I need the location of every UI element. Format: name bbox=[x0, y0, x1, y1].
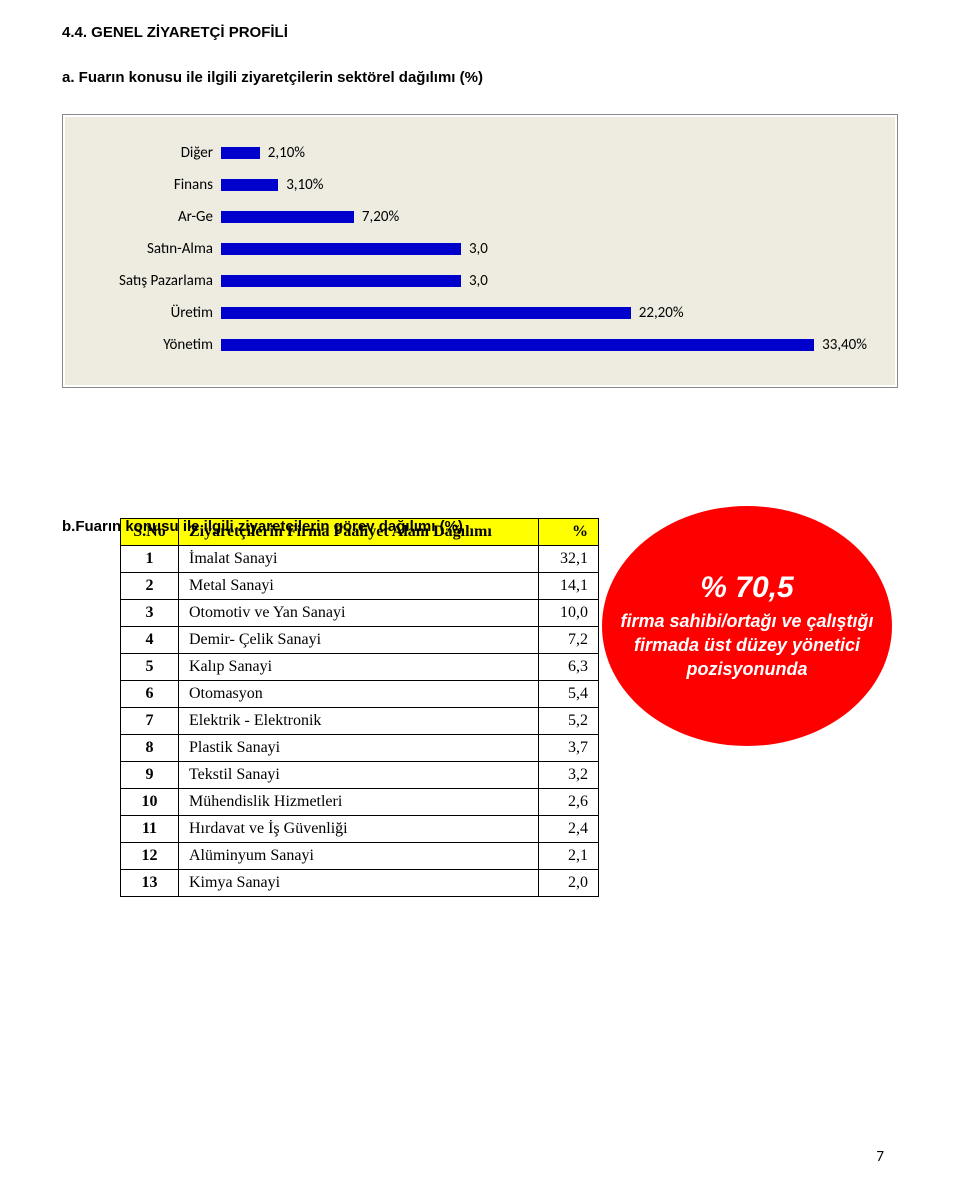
cell-pct: 5,2 bbox=[539, 708, 599, 735]
cell-desc: Kimya Sanayi bbox=[179, 870, 539, 897]
chart-row: Ar-Ge 7,20% bbox=[71, 201, 867, 233]
chart-bar-wrap: 3,10% bbox=[221, 176, 867, 194]
cell-pct: 7,2 bbox=[539, 627, 599, 654]
chart-row: Yönetim 33,40% bbox=[71, 329, 867, 361]
cell-sno: 12 bbox=[121, 843, 179, 870]
table-row: 4Demir- Çelik Sanayi7,2 bbox=[121, 627, 599, 654]
cell-pct: 6,3 bbox=[539, 654, 599, 681]
table-row: 1İmalat Sanayi32,1 bbox=[121, 546, 599, 573]
activity-table: S.No Ziyaretçilerin Firma Faaliyet Alanı… bbox=[120, 518, 599, 897]
cell-sno: 8 bbox=[121, 735, 179, 762]
cell-sno: 10 bbox=[121, 789, 179, 816]
cell-desc: Mühendislik Hizmetleri bbox=[179, 789, 539, 816]
cell-pct: 2,0 bbox=[539, 870, 599, 897]
chart-value-label: 33,40% bbox=[822, 336, 867, 354]
cell-pct: 3,2 bbox=[539, 762, 599, 789]
table-row: 5Kalıp Sanayi6,3 bbox=[121, 654, 599, 681]
cell-desc: Demir- Çelik Sanayi bbox=[179, 627, 539, 654]
chart-bar-wrap: 3,0 bbox=[221, 272, 867, 290]
section-heading: 4.4. GENEL ZİYARETÇİ PROFİLİ bbox=[62, 24, 960, 41]
chart-row: Finans 3,10% bbox=[71, 169, 867, 201]
lower-section: b.Fuarın konusu ile ilgili ziyaretçileri… bbox=[0, 518, 960, 897]
table-row: 6Otomasyon5,4 bbox=[121, 681, 599, 708]
cell-pct: 2,4 bbox=[539, 816, 599, 843]
badge-text: firma sahibi/ortağı ve çalıştığı firmada… bbox=[620, 609, 874, 682]
chart-category-label: Ar-Ge bbox=[71, 208, 221, 226]
cell-pct: 10,0 bbox=[539, 600, 599, 627]
cell-desc: Metal Sanayi bbox=[179, 573, 539, 600]
cell-desc: Otomotiv ve Yan Sanayi bbox=[179, 600, 539, 627]
cell-pct: 2,1 bbox=[539, 843, 599, 870]
cell-pct: 5,4 bbox=[539, 681, 599, 708]
cell-pct: 2,6 bbox=[539, 789, 599, 816]
chart-bar bbox=[221, 179, 278, 191]
chart-value-label: 7,20% bbox=[362, 208, 399, 226]
cell-desc: Tekstil Sanayi bbox=[179, 762, 539, 789]
chart-bar bbox=[221, 211, 354, 223]
cell-pct: 3,7 bbox=[539, 735, 599, 762]
cell-sno: 1 bbox=[121, 546, 179, 573]
cell-desc: Elektrik - Elektronik bbox=[179, 708, 539, 735]
cell-sno: 7 bbox=[121, 708, 179, 735]
cell-pct: 32,1 bbox=[539, 546, 599, 573]
cell-desc: Kalıp Sanayi bbox=[179, 654, 539, 681]
chart-bar bbox=[221, 243, 461, 255]
cell-desc: Hırdavat ve İş Güvenliği bbox=[179, 816, 539, 843]
chart-frame: Diğer 2,10% Finans 3,10% Ar-Ge 7,20% Satın-Alm… bbox=[62, 114, 898, 388]
chart-bar bbox=[221, 147, 260, 159]
table-row: 13Kimya Sanayi2,0 bbox=[121, 870, 599, 897]
chart-row: Diğer 2,10% bbox=[71, 137, 867, 169]
cell-desc: İmalat Sanayi bbox=[179, 546, 539, 573]
table-row: 10Mühendislik Hizmetleri2,6 bbox=[121, 789, 599, 816]
chart-bar bbox=[221, 275, 461, 287]
chart-category-label: Üretim bbox=[71, 304, 221, 322]
chart-row: Satın-Alma 3,0 bbox=[71, 233, 867, 265]
chart-bar bbox=[221, 339, 814, 351]
table-row: 2Metal Sanayi14,1 bbox=[121, 573, 599, 600]
sub-heading-a: a. Fuarın konusu ile ilgili ziyaretçiler… bbox=[62, 69, 960, 86]
cell-sno: 6 bbox=[121, 681, 179, 708]
chart-category-label: Yönetim bbox=[71, 336, 221, 354]
cell-sno: 2 bbox=[121, 573, 179, 600]
chart-bar-wrap: 7,20% bbox=[221, 208, 867, 226]
chart-row: Üretim 22,20% bbox=[71, 297, 867, 329]
chart-bar bbox=[221, 307, 631, 319]
chart-bar-wrap: 2,10% bbox=[221, 144, 867, 162]
cell-sno: 11 bbox=[121, 816, 179, 843]
cell-sno: 13 bbox=[121, 870, 179, 897]
sub-heading-b: b.Fuarın konusu ile ilgili ziyaretçileri… bbox=[62, 518, 463, 535]
cell-pct: 14,1 bbox=[539, 573, 599, 600]
cell-sno: 3 bbox=[121, 600, 179, 627]
page-number: 7 bbox=[876, 1148, 884, 1166]
col-pct: % bbox=[539, 519, 599, 546]
cell-sno: 5 bbox=[121, 654, 179, 681]
cell-sno: 4 bbox=[121, 627, 179, 654]
chart-row: Satış Pazarlama 3,0 bbox=[71, 265, 867, 297]
cell-desc: Plastik Sanayi bbox=[179, 735, 539, 762]
table-row: 8Plastik Sanayi3,7 bbox=[121, 735, 599, 762]
table-row: 11Hırdavat ve İş Güvenliği2,4 bbox=[121, 816, 599, 843]
chart-category-label: Finans bbox=[71, 176, 221, 194]
chart-bar-wrap: 33,40% bbox=[221, 336, 867, 354]
chart-value-label: 3,0 bbox=[469, 272, 488, 290]
badge-percent: % 70,5 bbox=[700, 571, 793, 605]
sector-distribution-chart: Diğer 2,10% Finans 3,10% Ar-Ge 7,20% Satın-Alm… bbox=[65, 117, 895, 385]
chart-category-label: Satın-Alma bbox=[71, 240, 221, 258]
stat-badge: % 70,5 firma sahibi/ortağı ve çalıştığı … bbox=[602, 506, 892, 746]
cell-sno: 9 bbox=[121, 762, 179, 789]
chart-category-label: Satış Pazarlama bbox=[71, 272, 221, 290]
chart-bar-wrap: 3,0 bbox=[221, 240, 867, 258]
table-row: 12Alüminyum Sanayi2,1 bbox=[121, 843, 599, 870]
cell-desc: Otomasyon bbox=[179, 681, 539, 708]
chart-value-label: 3,0 bbox=[469, 240, 488, 258]
table-row: 3Otomotiv ve Yan Sanayi10,0 bbox=[121, 600, 599, 627]
chart-bar-wrap: 22,20% bbox=[221, 304, 867, 322]
chart-value-label: 2,10% bbox=[268, 144, 305, 162]
chart-value-label: 3,10% bbox=[286, 176, 323, 194]
table-row: 9Tekstil Sanayi3,2 bbox=[121, 762, 599, 789]
chart-value-label: 22,20% bbox=[639, 304, 684, 322]
cell-desc: Alüminyum Sanayi bbox=[179, 843, 539, 870]
chart-category-label: Diğer bbox=[71, 144, 221, 162]
table-row: 7Elektrik - Elektronik5,2 bbox=[121, 708, 599, 735]
